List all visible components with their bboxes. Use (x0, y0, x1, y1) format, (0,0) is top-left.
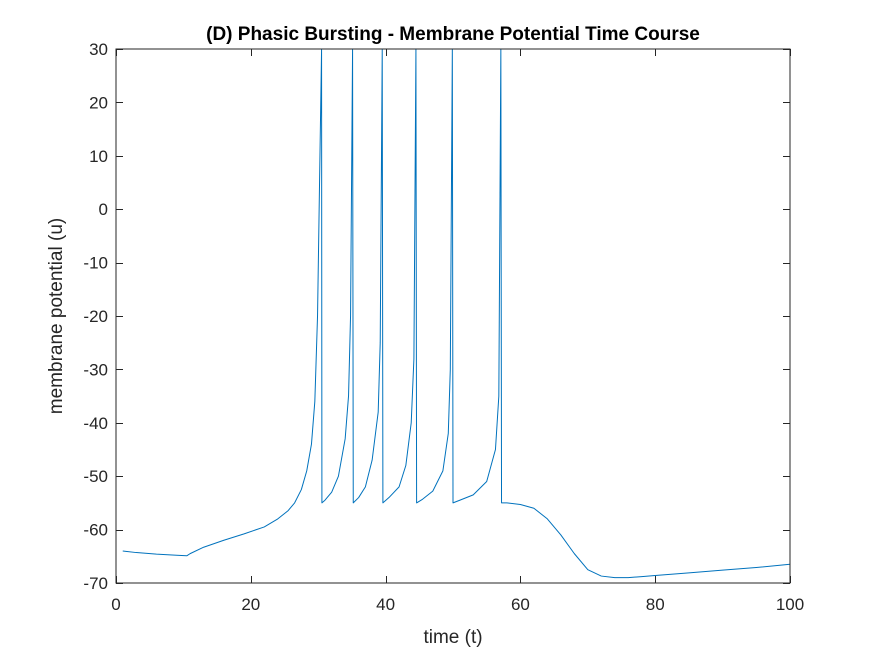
chart-title: (D) Phasic Bursting - Membrane Potential… (206, 24, 700, 45)
y-tick-label: -50 (83, 467, 108, 486)
x-tick-label: 20 (241, 595, 260, 614)
x-tick-label: 60 (511, 595, 530, 614)
y-tick-label: 10 (89, 147, 108, 166)
x-axis-title: time (t) (423, 627, 482, 648)
y-tick-label: 30 (89, 40, 108, 59)
y-tick-label: 0 (99, 200, 108, 219)
series-line-0 (122, 48, 791, 579)
x-tick-label: 80 (646, 595, 665, 614)
x-tick-label: 40 (376, 595, 395, 614)
y-tick-label: -60 (83, 521, 108, 540)
y-tick-label: -20 (83, 307, 108, 326)
y-tick-label: -70 (83, 574, 108, 593)
y-tick-label: -30 (83, 360, 108, 379)
y-tick-label: 20 (89, 93, 108, 112)
x-tick-label: 100 (776, 595, 804, 614)
y-axis-title: membrane potential (u) (46, 218, 67, 414)
y-tick-label: -40 (83, 414, 108, 433)
y-tick-label: -10 (83, 254, 108, 273)
x-tick-label: 0 (111, 595, 120, 614)
series-layer (122, 48, 791, 579)
